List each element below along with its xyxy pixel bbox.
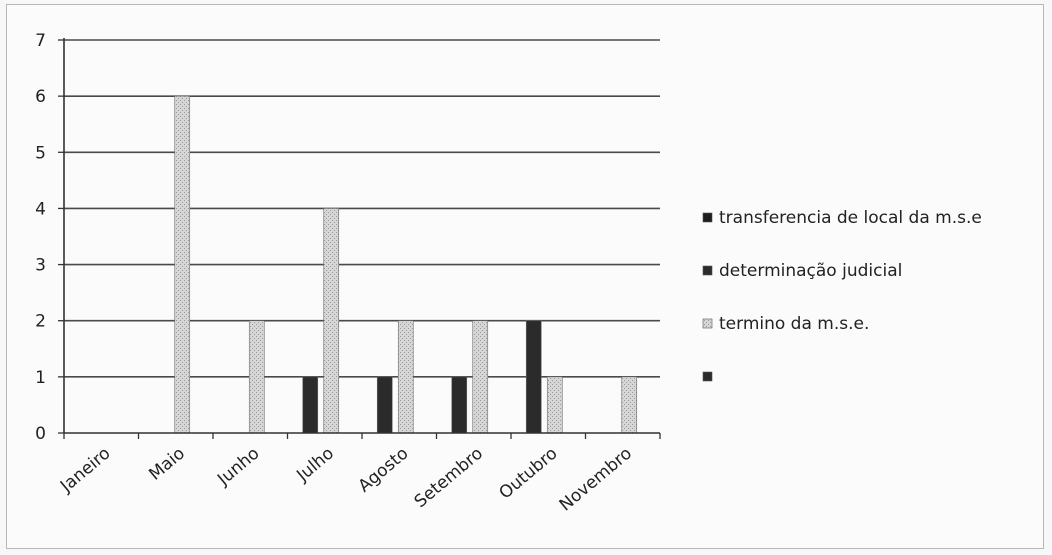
legend-swatch: [702, 318, 713, 329]
y-tick-label: 4: [35, 199, 46, 219]
legend-label: termino da m.s.e.: [719, 314, 869, 334]
legend-swatch: [702, 265, 713, 276]
y-axis-ticks: 0 1 2 3 4 5 6 7: [35, 31, 64, 444]
bar-2: [376, 376, 393, 434]
bar-2: [302, 376, 319, 434]
bar-2: [451, 376, 468, 434]
legend-swatch: [702, 371, 713, 382]
y-tick-label: 7: [35, 31, 46, 51]
x-tick-label: Junho: [213, 444, 263, 491]
legend-label: transferencia de local da m.s.e: [719, 208, 982, 228]
bar-3: [323, 208, 340, 434]
x-tick-label: Setembro: [411, 444, 487, 513]
bar-3: [546, 376, 563, 434]
y-tick-label: 2: [35, 312, 46, 332]
legend-swatch: [702, 212, 713, 223]
y-tick-label: 1: [35, 368, 46, 388]
x-tick-label: Maio: [145, 444, 189, 485]
y-tick-label: 3: [35, 256, 46, 276]
x-tick-label: Janeiro: [56, 444, 114, 498]
bar-3: [621, 376, 638, 434]
x-tick-label: Agosto: [355, 444, 413, 497]
bar-3: [472, 320, 489, 434]
x-tick-label: Novembro: [556, 444, 636, 516]
x-tick-label: Julho: [292, 444, 338, 487]
x-tick-label: Outubro: [495, 444, 561, 504]
legend-label: determinação judicial: [719, 261, 902, 281]
y-tick-label: 5: [35, 143, 46, 163]
bar-3: [397, 320, 414, 434]
legend: transferencia de local da m.s.e determina…: [702, 208, 982, 382]
bar-2: [525, 320, 542, 434]
y-tick-label: 6: [35, 87, 46, 107]
gridlines: [64, 39, 660, 378]
bar-3: [174, 95, 191, 434]
bar-3: [248, 320, 265, 434]
y-tick-label: 0: [35, 424, 46, 444]
bars: [174, 95, 638, 434]
axes: [63, 38, 661, 439]
